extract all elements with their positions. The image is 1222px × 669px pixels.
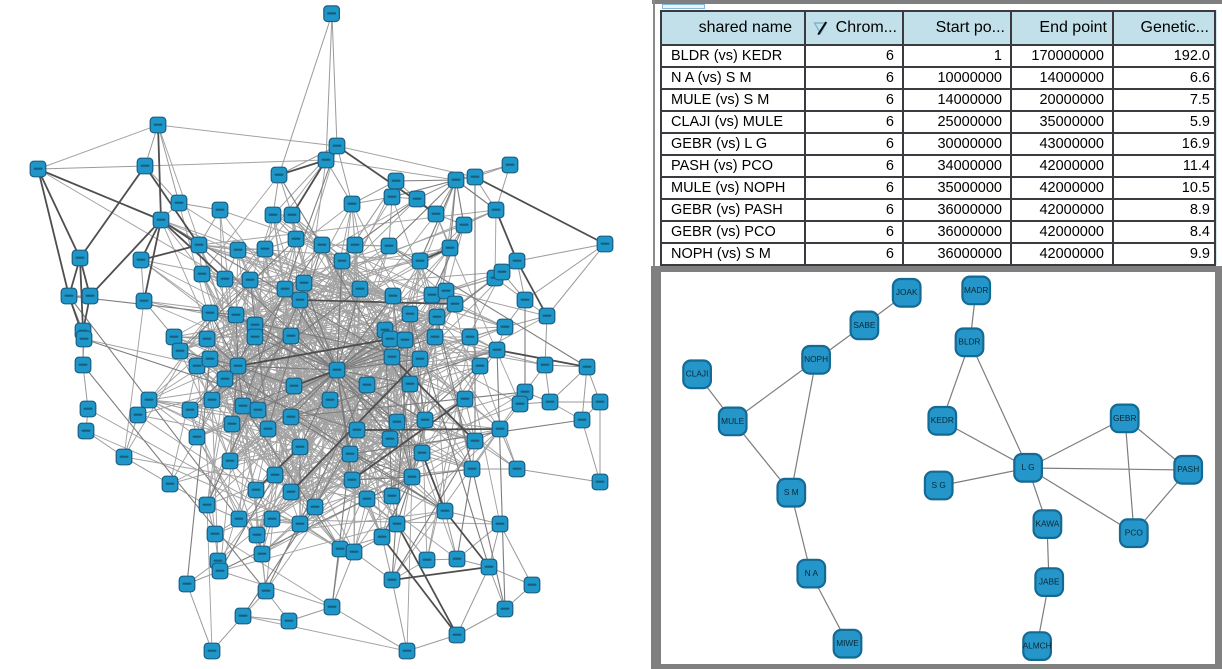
- svg-text:BLDR: BLDR: [958, 337, 980, 347]
- svg-text:GEBR: GEBR: [1113, 413, 1137, 423]
- svg-text:CLAJI: CLAJI: [686, 369, 709, 379]
- svg-text:JABE: JABE: [1039, 577, 1060, 587]
- svg-text:MADR: MADR: [964, 285, 988, 295]
- svg-text:ALMCH: ALMCH: [1023, 641, 1052, 651]
- svg-text:PASH: PASH: [1177, 464, 1199, 474]
- svg-text:MULE: MULE: [721, 416, 745, 426]
- svg-text:S M: S M: [784, 487, 799, 497]
- svg-text:SABE: SABE: [853, 320, 876, 330]
- svg-text:KAWA: KAWA: [1035, 519, 1059, 529]
- svg-text:N A: N A: [805, 568, 819, 578]
- svg-text:L G: L G: [1022, 462, 1035, 472]
- svg-text:MIWE: MIWE: [836, 638, 859, 648]
- svg-text:S G: S G: [932, 480, 946, 490]
- svg-text:JOAK: JOAK: [896, 287, 918, 297]
- svg-text:PCO: PCO: [1125, 528, 1144, 538]
- svg-text:KEDR: KEDR: [931, 415, 954, 425]
- svg-text:NOPH: NOPH: [804, 354, 828, 364]
